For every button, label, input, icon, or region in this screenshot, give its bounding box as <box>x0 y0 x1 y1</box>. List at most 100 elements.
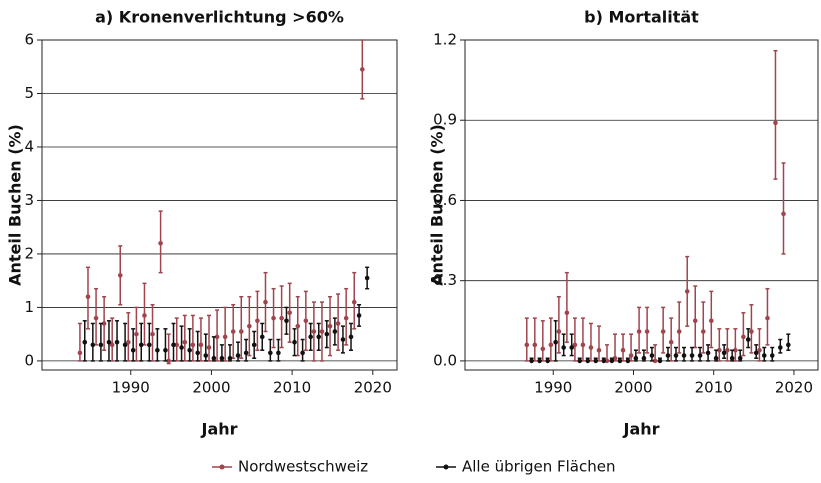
point <box>198 342 204 348</box>
y-tick-label: 2 <box>24 244 34 262</box>
y-axis-title: Anteil Buchen (%) <box>6 124 25 286</box>
point <box>777 345 783 350</box>
point <box>612 355 618 361</box>
point <box>757 347 762 353</box>
point <box>163 347 168 353</box>
point <box>147 342 152 348</box>
point <box>681 353 687 358</box>
point <box>292 339 297 345</box>
point <box>356 313 362 318</box>
point <box>524 342 530 348</box>
point <box>259 334 265 340</box>
point <box>348 334 354 340</box>
legend-dot <box>443 464 449 470</box>
x-axis-title: Jahr <box>622 420 659 439</box>
x-tick-label: 2000 <box>192 379 230 397</box>
point <box>324 331 330 337</box>
point <box>166 358 171 364</box>
point <box>721 350 727 356</box>
point <box>77 350 83 356</box>
y-tick-label: 3 <box>24 191 34 209</box>
point <box>741 334 746 340</box>
y-tick-label: 0 <box>24 351 34 369</box>
point <box>219 355 225 361</box>
point <box>572 342 578 348</box>
point <box>106 339 112 345</box>
x-tick-label: 2010 <box>273 379 311 397</box>
chart-title: b) Mortalität <box>584 8 699 27</box>
point <box>649 353 655 358</box>
point <box>247 323 252 329</box>
point <box>126 339 131 345</box>
point <box>564 310 570 316</box>
point <box>243 350 249 356</box>
point <box>255 318 260 324</box>
point <box>596 347 602 353</box>
point <box>717 347 722 353</box>
point <box>206 345 212 350</box>
point <box>130 347 136 353</box>
point <box>708 318 714 324</box>
point <box>761 353 767 358</box>
point <box>122 342 128 348</box>
point <box>657 358 663 364</box>
point <box>351 299 357 305</box>
y-tick-label: 0.0 <box>433 351 457 369</box>
point <box>238 329 244 334</box>
point <box>580 342 586 348</box>
point <box>85 294 91 300</box>
point <box>82 339 88 345</box>
point <box>150 331 155 337</box>
point <box>316 334 322 340</box>
point <box>577 358 583 364</box>
point <box>340 337 346 342</box>
point <box>660 329 666 334</box>
point <box>174 342 180 348</box>
point <box>636 329 642 334</box>
point <box>203 353 209 358</box>
point <box>158 240 163 246</box>
point <box>529 358 534 364</box>
point <box>713 355 719 361</box>
point <box>689 353 695 358</box>
point <box>537 358 542 364</box>
y-tick-label: 1.2 <box>433 31 457 49</box>
point <box>729 355 735 361</box>
point <box>138 342 144 348</box>
plot-frame <box>464 39 819 371</box>
x-tick-label: 2020 <box>354 379 392 397</box>
point <box>155 347 160 353</box>
point <box>271 315 276 321</box>
point <box>268 350 273 356</box>
point <box>601 358 607 364</box>
point <box>628 353 634 358</box>
y-tick-label: 6 <box>24 31 34 49</box>
legend-dot <box>219 464 225 470</box>
point <box>556 329 562 334</box>
point <box>733 347 738 353</box>
point <box>620 347 626 353</box>
y-tick-label: 1 <box>24 298 34 316</box>
point <box>765 315 770 321</box>
point <box>214 334 220 340</box>
x-tick-label: 1990 <box>112 379 150 397</box>
point <box>749 329 754 334</box>
point <box>745 337 751 342</box>
point <box>343 315 349 321</box>
point <box>263 299 268 305</box>
plot-frame <box>41 39 398 371</box>
point <box>251 342 257 348</box>
legend-label: Nordwestschweiz <box>238 458 368 476</box>
y-axis-title: Anteil Buchen (%) <box>428 124 447 286</box>
point <box>700 329 706 334</box>
point <box>101 321 107 326</box>
point <box>142 313 147 318</box>
point <box>665 353 671 358</box>
chart-title: a) Kronenverlichtung >60% <box>95 8 344 27</box>
point <box>725 347 730 353</box>
x-tick-label: 2010 <box>695 379 733 397</box>
x-tick-label: 1990 <box>534 379 572 397</box>
point <box>604 358 610 364</box>
point <box>625 358 631 364</box>
point <box>673 353 679 358</box>
